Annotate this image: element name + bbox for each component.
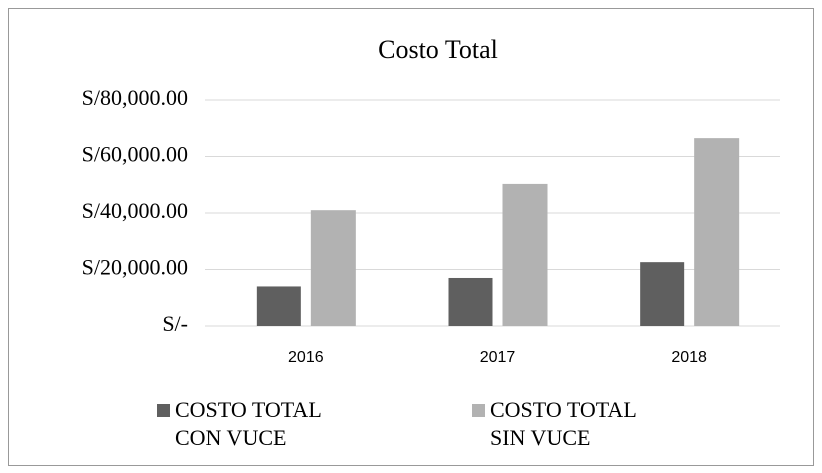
legend-swatch xyxy=(157,404,170,417)
chart-title: Costo Total xyxy=(378,35,498,64)
bar xyxy=(448,277,493,326)
y-tick-label: S/40,000.00 xyxy=(82,198,188,223)
bar xyxy=(256,286,301,326)
x-tick-label: 2016 xyxy=(288,349,324,366)
bar xyxy=(640,262,685,326)
chart-border xyxy=(8,8,814,466)
legend-label: COSTO TOTAL SIN VUCE xyxy=(490,397,636,450)
legend-swatch xyxy=(472,404,485,417)
y-tick-label: S/- xyxy=(162,311,188,336)
y-tick-label: S/20,000.00 xyxy=(82,255,188,280)
bar xyxy=(310,210,356,326)
x-tick-label: 2018 xyxy=(671,349,707,366)
bar xyxy=(502,183,548,326)
legend-label: COSTO TOTAL CON VUCE xyxy=(175,397,321,450)
y-tick-label: S/60,000.00 xyxy=(82,142,188,167)
bar xyxy=(694,138,740,326)
y-tick-label: S/80,000.00 xyxy=(82,85,188,110)
x-tick-label: 2017 xyxy=(480,349,516,366)
